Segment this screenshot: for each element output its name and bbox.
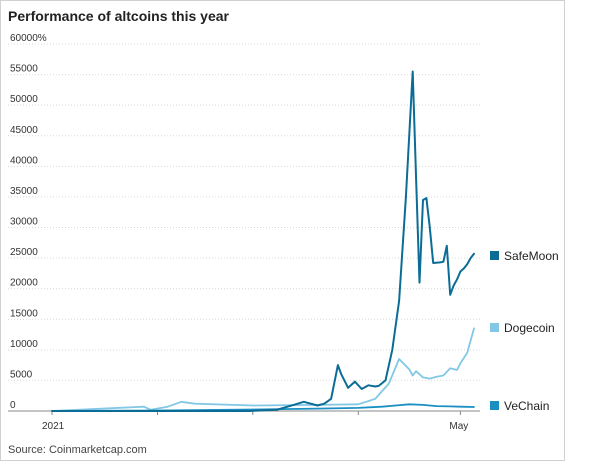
y-tick-label: 55000 bbox=[10, 64, 38, 75]
legend-label-dogecoin: Dogecoin bbox=[504, 321, 555, 335]
series-line-vechain bbox=[51, 403, 475, 412]
y-tick-label: 30000 bbox=[10, 217, 38, 228]
y-tick-label: 15000 bbox=[10, 308, 38, 319]
legend-swatch-dogecoin bbox=[490, 323, 499, 332]
series-line-safemoon bbox=[51, 70, 475, 412]
y-tick-label: 20000 bbox=[10, 278, 38, 289]
y-tick-label: 5000 bbox=[10, 369, 33, 380]
y-tick-label: 10000 bbox=[10, 339, 38, 350]
legend-swatch-safemoon bbox=[490, 251, 499, 260]
series-line-dogecoin bbox=[51, 327, 475, 412]
chart-title: Performance of altcoins this year bbox=[8, 8, 229, 24]
y-tick-label: 50000 bbox=[10, 94, 38, 105]
y-tick-label: 35000 bbox=[10, 186, 38, 197]
legend-swatch-vechain bbox=[490, 401, 499, 410]
y-tick-label: 60000% bbox=[10, 33, 47, 44]
source-note: Source: Coinmarketcap.com bbox=[8, 444, 147, 456]
x-tick-label: May bbox=[449, 421, 468, 432]
y-tick-label: 25000 bbox=[10, 247, 38, 258]
legend-label-vechain: VeChain bbox=[504, 399, 549, 413]
y-tick-label: 0 bbox=[10, 400, 16, 411]
chart-frame bbox=[0, 0, 565, 461]
x-tick-label: 2021 bbox=[42, 421, 65, 432]
y-tick-label: 40000 bbox=[10, 155, 38, 166]
y-tick-label: 45000 bbox=[10, 125, 38, 136]
legend-label-safemoon: SafeMoon bbox=[504, 249, 559, 263]
